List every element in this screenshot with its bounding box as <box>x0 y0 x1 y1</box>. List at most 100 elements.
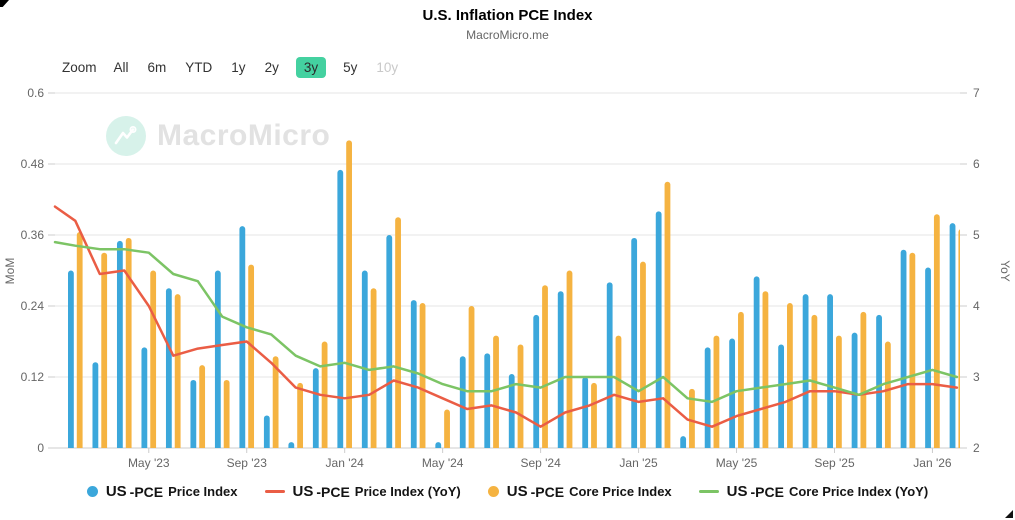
legend-label: -PCE <box>316 483 350 500</box>
bar-pce-price-index-mom[interactable] <box>68 270 74 453</box>
bar-core-pce-price-index-mom[interactable] <box>640 261 646 452</box>
bar-core-pce-price-index-mom[interactable] <box>689 388 695 452</box>
bar-pce-price-index-mom[interactable] <box>239 226 246 452</box>
bar-core-pce-price-index-mom[interactable] <box>860 311 867 452</box>
bar-core-pce-price-index-mom[interactable] <box>713 335 720 452</box>
legend-label: US <box>292 483 314 500</box>
line-core-pce-price-index-yoy[interactable] <box>53 240 959 404</box>
bar-core-pce-price-index-mom[interactable] <box>174 294 181 452</box>
legend-item-core-pce-price-index-mom[interactable]: US -PCE Core Price Index <box>487 483 672 500</box>
legend-label: Price Index <box>168 484 238 499</box>
range-button-6m[interactable]: 6m <box>147 60 167 75</box>
bar-pce-price-index-mom[interactable] <box>631 237 638 452</box>
series-circle-marker-core-pce-price-index-mom <box>487 486 499 497</box>
bar-pce-price-index-mom[interactable] <box>116 240 123 452</box>
bar-core-pce-price-index-mom[interactable] <box>223 379 230 452</box>
bar-pce-price-index-mom[interactable] <box>827 294 833 452</box>
range-button-ytd[interactable]: YTD <box>185 60 213 75</box>
bar-core-pce-price-index-mom[interactable] <box>272 356 279 452</box>
bar-core-pce-price-index-mom[interactable] <box>762 291 769 452</box>
bar-pce-price-index-mom[interactable] <box>214 270 221 453</box>
x-axis-label: May '23 <box>128 456 170 470</box>
range-button-all[interactable]: All <box>113 60 129 75</box>
bar-core-pce-price-index-mom[interactable] <box>517 344 524 452</box>
series-line-marker-pce-price-index-yoy <box>264 490 285 493</box>
bar-core-pce-price-index-mom[interactable] <box>248 264 255 452</box>
bar-core-pce-price-index-mom[interactable] <box>150 270 157 453</box>
bar-pce-price-index-mom[interactable] <box>190 379 197 452</box>
legend-item-core-pce-price-index-yoy[interactable]: US -PCE Core Price Index (YoY) <box>698 483 928 500</box>
bar-pce-price-index-mom[interactable] <box>680 436 687 452</box>
range-button-2y[interactable]: 2y <box>264 60 279 75</box>
bar-pce-price-index-mom[interactable] <box>312 368 319 452</box>
resize-grip[interactable] <box>1005 510 1013 518</box>
legend-item-pce-price-index-mom[interactable]: US -PCE Price Index <box>86 483 238 500</box>
bar-pce-price-index-mom[interactable] <box>386 235 393 452</box>
bar-core-pce-price-index-mom[interactable] <box>738 311 744 452</box>
legend-label: US <box>506 483 528 500</box>
bar-pce-price-index-mom[interactable] <box>92 362 99 452</box>
range-button-3y[interactable]: 3y <box>295 57 327 78</box>
bar-pce-price-index-mom[interactable] <box>876 314 882 452</box>
bar-pce-price-index-mom[interactable] <box>459 356 466 452</box>
bar-pce-price-index-mom[interactable] <box>655 211 662 452</box>
y-axis-left-label: 0.6 <box>27 86 44 100</box>
bar-core-pce-price-index-mom[interactable] <box>664 181 671 452</box>
bar-core-pce-price-index-mom[interactable] <box>493 335 499 452</box>
line-pce-price-index-yoy[interactable] <box>53 205 959 428</box>
bar-pce-price-index-mom[interactable] <box>337 169 344 452</box>
bar-core-pce-price-index-mom[interactable] <box>933 214 940 452</box>
bar-core-pce-price-index-mom[interactable] <box>76 232 83 452</box>
y-axis-left-label: 0.12 <box>21 370 45 384</box>
bar-pce-price-index-mom[interactable] <box>851 332 858 452</box>
bar-pce-price-index-mom[interactable] <box>263 415 270 452</box>
bar-pce-price-index-mom[interactable] <box>582 377 589 452</box>
bar-core-pce-price-index-mom[interactable] <box>591 382 597 452</box>
bar-pce-price-index-mom[interactable] <box>533 314 540 452</box>
bar-core-pce-price-index-mom[interactable] <box>395 217 401 452</box>
bar-pce-price-index-mom[interactable] <box>165 288 172 452</box>
bar-pce-price-index-mom[interactable] <box>484 353 491 452</box>
bar-pce-price-index-mom[interactable] <box>900 249 907 452</box>
macromicro-watermark: MacroMicro <box>106 116 330 156</box>
bar-pce-price-index-mom[interactable] <box>925 267 931 452</box>
bar-core-pce-price-index-mom[interactable] <box>444 409 450 452</box>
bar-core-pce-price-index-mom[interactable] <box>615 335 622 452</box>
y-axis-right-label: 5 <box>973 228 980 242</box>
bar-core-pce-price-index-mom[interactable] <box>125 237 132 452</box>
range-button-5y[interactable]: 5y <box>343 60 358 75</box>
bar-core-pce-price-index-mom[interactable] <box>468 306 475 452</box>
bar-core-pce-price-index-mom[interactable] <box>958 229 964 452</box>
bar-pce-price-index-mom[interactable] <box>361 270 368 453</box>
bar-core-pce-price-index-mom[interactable] <box>297 382 304 452</box>
bar-pce-price-index-mom[interactable] <box>435 442 442 452</box>
bar-pce-price-index-mom[interactable] <box>557 291 564 452</box>
bar-pce-price-index-mom[interactable] <box>410 300 417 452</box>
bar-core-pce-price-index-mom[interactable] <box>542 285 548 452</box>
bar-pce-price-index-mom[interactable] <box>606 282 613 452</box>
y-axis-right-label: 4 <box>973 299 980 313</box>
bar-pce-price-index-mom[interactable] <box>753 276 760 452</box>
bar-core-pce-price-index-mom[interactable] <box>835 335 842 452</box>
bar-pce-price-index-mom[interactable] <box>141 347 148 452</box>
bar-core-pce-price-index-mom[interactable] <box>346 140 352 452</box>
bar-pce-price-index-mom[interactable] <box>778 344 785 452</box>
range-button-1y[interactable]: 1y <box>231 60 246 75</box>
y-axis-right-label: 6 <box>973 157 980 171</box>
bar-pce-price-index-mom[interactable] <box>802 294 809 452</box>
bar-core-pce-price-index-mom[interactable] <box>787 303 793 452</box>
left-axis-title: MoM <box>3 258 17 285</box>
bar-pce-price-index-mom[interactable] <box>949 223 956 452</box>
bar-core-pce-price-index-mom[interactable] <box>909 252 916 452</box>
bar-pce-price-index-mom[interactable] <box>704 347 711 452</box>
bar-core-pce-price-index-mom[interactable] <box>884 341 891 453</box>
legend-item-pce-price-index-yoy[interactable]: US -PCE Price Index (YoY) <box>264 483 461 500</box>
bar-core-pce-price-index-mom[interactable] <box>101 252 108 452</box>
bar-core-pce-price-index-mom[interactable] <box>566 270 573 453</box>
series-line-marker-core-pce-price-index-yoy <box>698 490 719 493</box>
bar-pce-price-index-mom[interactable] <box>288 442 295 452</box>
bar-core-pce-price-index-mom[interactable] <box>199 365 206 452</box>
legend-label: Price Index (YoY) <box>354 484 461 499</box>
right-axis-title: YoY <box>998 260 1012 282</box>
